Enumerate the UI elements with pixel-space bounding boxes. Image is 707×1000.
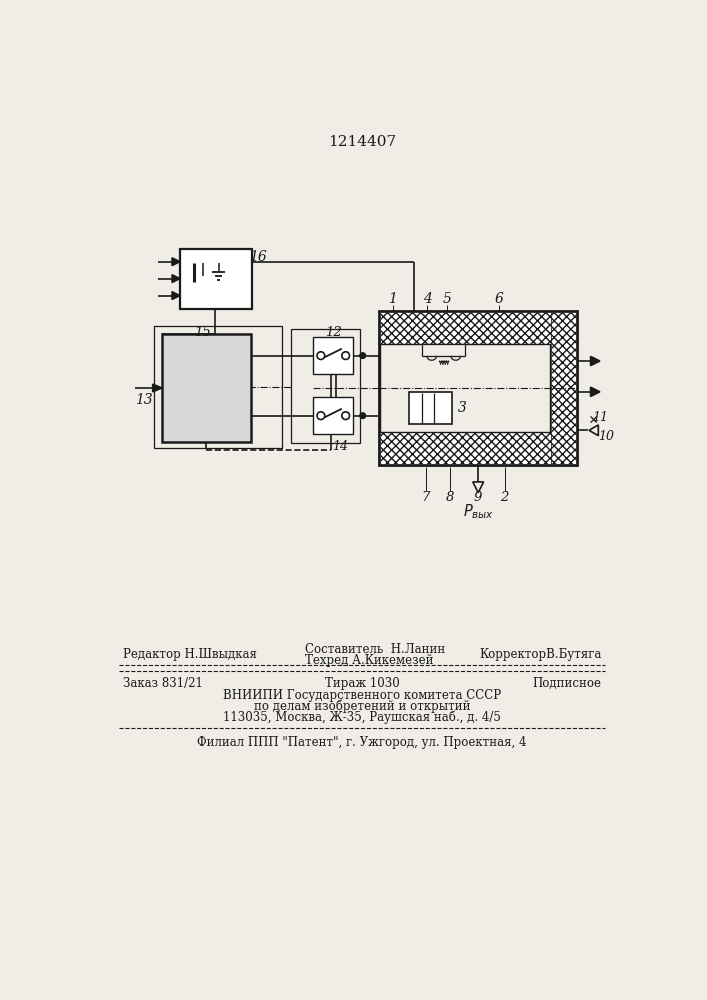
- Text: 12: 12: [325, 326, 341, 339]
- Polygon shape: [153, 384, 162, 392]
- Polygon shape: [590, 387, 600, 396]
- Text: Техред А.Кикемезей: Техред А.Кикемезей: [305, 654, 434, 667]
- Text: 15: 15: [194, 326, 211, 339]
- Circle shape: [360, 353, 366, 358]
- Bar: [379, 311, 577, 465]
- Text: Подписное: Подписное: [532, 677, 602, 690]
- Circle shape: [341, 412, 349, 420]
- Text: ВНИИПИ Государственного комитета СССР: ВНИИПИ Государственного комитета СССР: [223, 689, 501, 702]
- Text: Тираж 1030: Тираж 1030: [325, 677, 399, 690]
- Bar: [380, 312, 551, 344]
- Polygon shape: [172, 292, 180, 299]
- Polygon shape: [172, 275, 180, 282]
- Text: 113035, Москва, Ж-35, Раушская наб., д. 4/5: 113035, Москва, Ж-35, Раушская наб., д. …: [223, 711, 501, 724]
- Text: 14: 14: [332, 440, 349, 453]
- Circle shape: [360, 413, 366, 418]
- Text: 11: 11: [592, 411, 608, 424]
- Text: 5: 5: [443, 292, 452, 306]
- Bar: [162, 334, 251, 442]
- Text: 16: 16: [250, 250, 267, 264]
- Circle shape: [317, 412, 325, 420]
- Text: Заказ 831/21: Заказ 831/21: [123, 677, 203, 690]
- Bar: [291, 329, 360, 443]
- Text: 13: 13: [135, 393, 153, 407]
- Bar: [313, 397, 354, 434]
- Text: 7: 7: [421, 491, 430, 504]
- Text: $P_{вых}$: $P_{вых}$: [462, 502, 493, 521]
- Bar: [154, 326, 282, 448]
- Text: 9: 9: [474, 491, 482, 504]
- Bar: [551, 312, 575, 464]
- Text: 1: 1: [389, 292, 397, 306]
- Text: 4: 4: [423, 292, 431, 306]
- Bar: [180, 249, 252, 309]
- Text: 6: 6: [495, 292, 503, 306]
- Bar: [380, 432, 551, 464]
- Text: 10: 10: [598, 430, 614, 443]
- Text: по делам изобретений и открытий: по делам изобретений и открытий: [254, 700, 470, 713]
- Text: 1214407: 1214407: [328, 135, 396, 149]
- Polygon shape: [589, 425, 598, 436]
- Bar: [313, 337, 354, 374]
- Text: Редактор Н.Швыдкая: Редактор Н.Швыдкая: [123, 648, 257, 661]
- Circle shape: [317, 352, 325, 359]
- Bar: [380, 344, 550, 432]
- Text: Составитель  Н.Ланин: Составитель Н.Ланин: [305, 643, 445, 656]
- Polygon shape: [473, 482, 484, 493]
- Polygon shape: [172, 258, 180, 266]
- Text: Филиал ППП "Патент", г. Ужгород, ул. Проектная, 4: Филиал ППП "Патент", г. Ужгород, ул. Про…: [197, 736, 527, 749]
- Text: 3: 3: [458, 401, 467, 415]
- Bar: [409, 392, 452, 424]
- Bar: [422, 344, 465, 356]
- Circle shape: [341, 352, 349, 359]
- Polygon shape: [590, 356, 600, 366]
- Text: 2: 2: [501, 491, 509, 504]
- Text: КорректорВ.Бутяга: КорректорВ.Бутяга: [479, 648, 602, 661]
- Text: 8: 8: [446, 491, 455, 504]
